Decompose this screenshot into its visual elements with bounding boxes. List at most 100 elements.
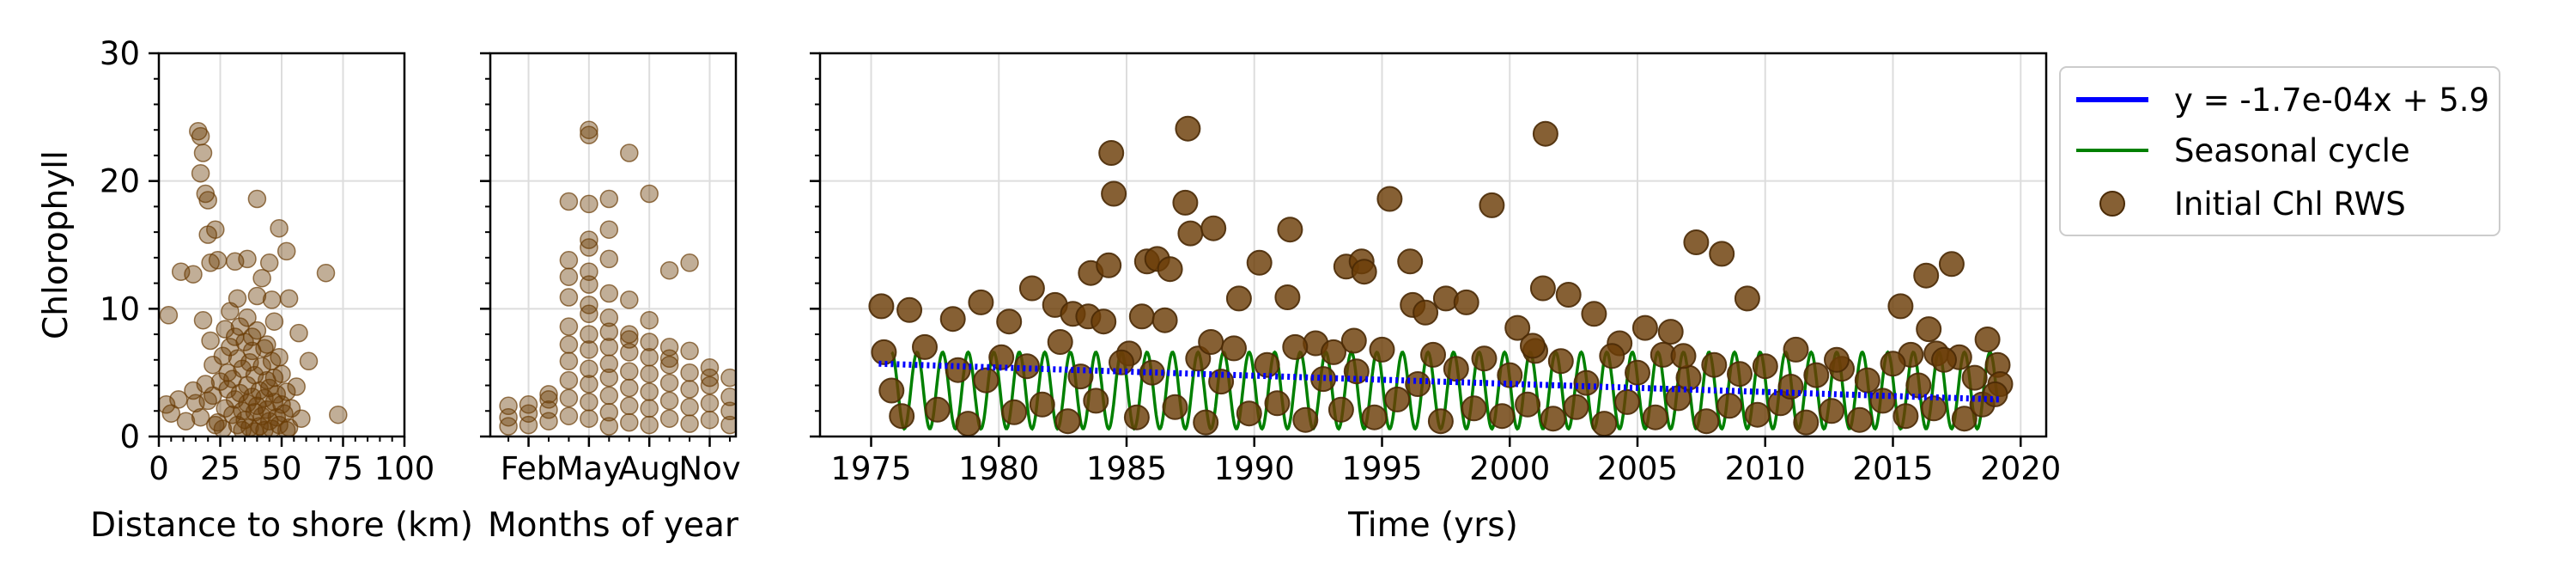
data-point [1343,358,1370,385]
data-point [1573,369,1600,396]
data-point [955,411,981,437]
x-tick-label: Nov [678,450,740,487]
data-point [1091,308,1117,335]
data-point [720,415,736,435]
data-point [270,218,289,238]
data-point [1014,353,1040,380]
data-point [599,189,619,209]
data-point [700,375,720,395]
data-point [659,409,679,428]
data-point [539,390,558,409]
data-point [559,351,579,371]
data-point [1819,398,1845,424]
data-point [659,373,679,393]
data-point [287,377,306,396]
data-point [238,308,257,327]
data-point [272,364,291,383]
data-point [247,286,267,306]
data-point [258,335,276,354]
data-point [1096,252,1122,278]
data-point [680,414,699,433]
data-point [247,321,267,340]
data-point [599,249,619,269]
data-point [221,302,240,321]
data-point [1067,363,1094,390]
data-point [580,120,598,139]
data-point [599,284,619,303]
y-tick-label: 10 [100,290,140,327]
data-point [1443,356,1469,382]
data-point [276,241,296,261]
plot-frame [818,52,2048,438]
data-point [1893,403,1919,430]
data-point [599,417,619,436]
legend: y = -1.7e-04x + 5.9 Seasonal cycle Initi… [2059,66,2500,236]
data-point [1938,251,1965,278]
data-point [1783,336,1809,363]
data-point [206,415,225,435]
data-point [580,340,598,359]
data-point [580,375,598,394]
plot-area [868,115,2014,437]
data-point [1887,293,1914,320]
data-point [640,399,659,418]
data-point [1614,388,1641,415]
data-point [1172,189,1199,216]
data-point [1727,361,1753,388]
data-point [1880,351,1906,377]
data-point [1047,329,1073,355]
data-point [191,163,210,183]
data-point [580,125,598,144]
data-point [1292,406,1319,433]
data-point [889,403,915,430]
data-point [680,253,699,272]
x-tick-label: 25 [200,450,240,487]
data-point [1479,192,1505,218]
data-point [1453,289,1479,315]
data-point [1321,339,1346,365]
time-panel: 1975 1980 1985 1990 1995 2000 2005 2010 2015 2020… [810,52,2061,545]
data-point [871,339,897,365]
data-point [191,407,210,427]
data-point [599,403,619,422]
data-point [255,420,274,437]
x-tick-label: May [556,450,623,487]
data-point [1675,364,1702,391]
data-point [620,290,639,309]
data-point [659,349,679,369]
data-point [620,143,639,162]
data-point [1098,140,1125,166]
data-point [499,417,518,436]
data-point [559,406,579,425]
x-tick-label: Aug [618,450,680,487]
x-tick-label: 50 [261,450,301,487]
data-point [1563,394,1589,420]
data-point [1369,336,1395,363]
data-point [1254,351,1280,378]
data-point [1018,275,1045,302]
data-point [559,288,579,307]
data-point [191,126,210,146]
data-point [640,310,659,330]
data-point [1532,120,1558,147]
data-point [1246,249,1273,276]
data-point [1683,229,1710,255]
distance-panel: 0 10 20 30 0 25 50 75 100 Distance to shore (km) C… [37,35,473,545]
data-point [559,192,579,211]
data-point [1931,346,1957,373]
data-point [1913,262,1940,289]
data-point [1123,404,1150,430]
data-point [1951,406,1978,432]
data-point [1208,369,1235,395]
data-point [868,293,895,320]
data-point [1529,275,1556,302]
data-point [580,194,598,214]
data-point [1734,285,1760,312]
data-point [1151,307,1178,333]
data-point [1221,335,1247,362]
data-point [247,396,267,416]
data-point [1029,391,1055,418]
data-point [1625,359,1650,386]
data-point [1200,215,1227,241]
x-tick-label: 1975 [830,450,911,487]
